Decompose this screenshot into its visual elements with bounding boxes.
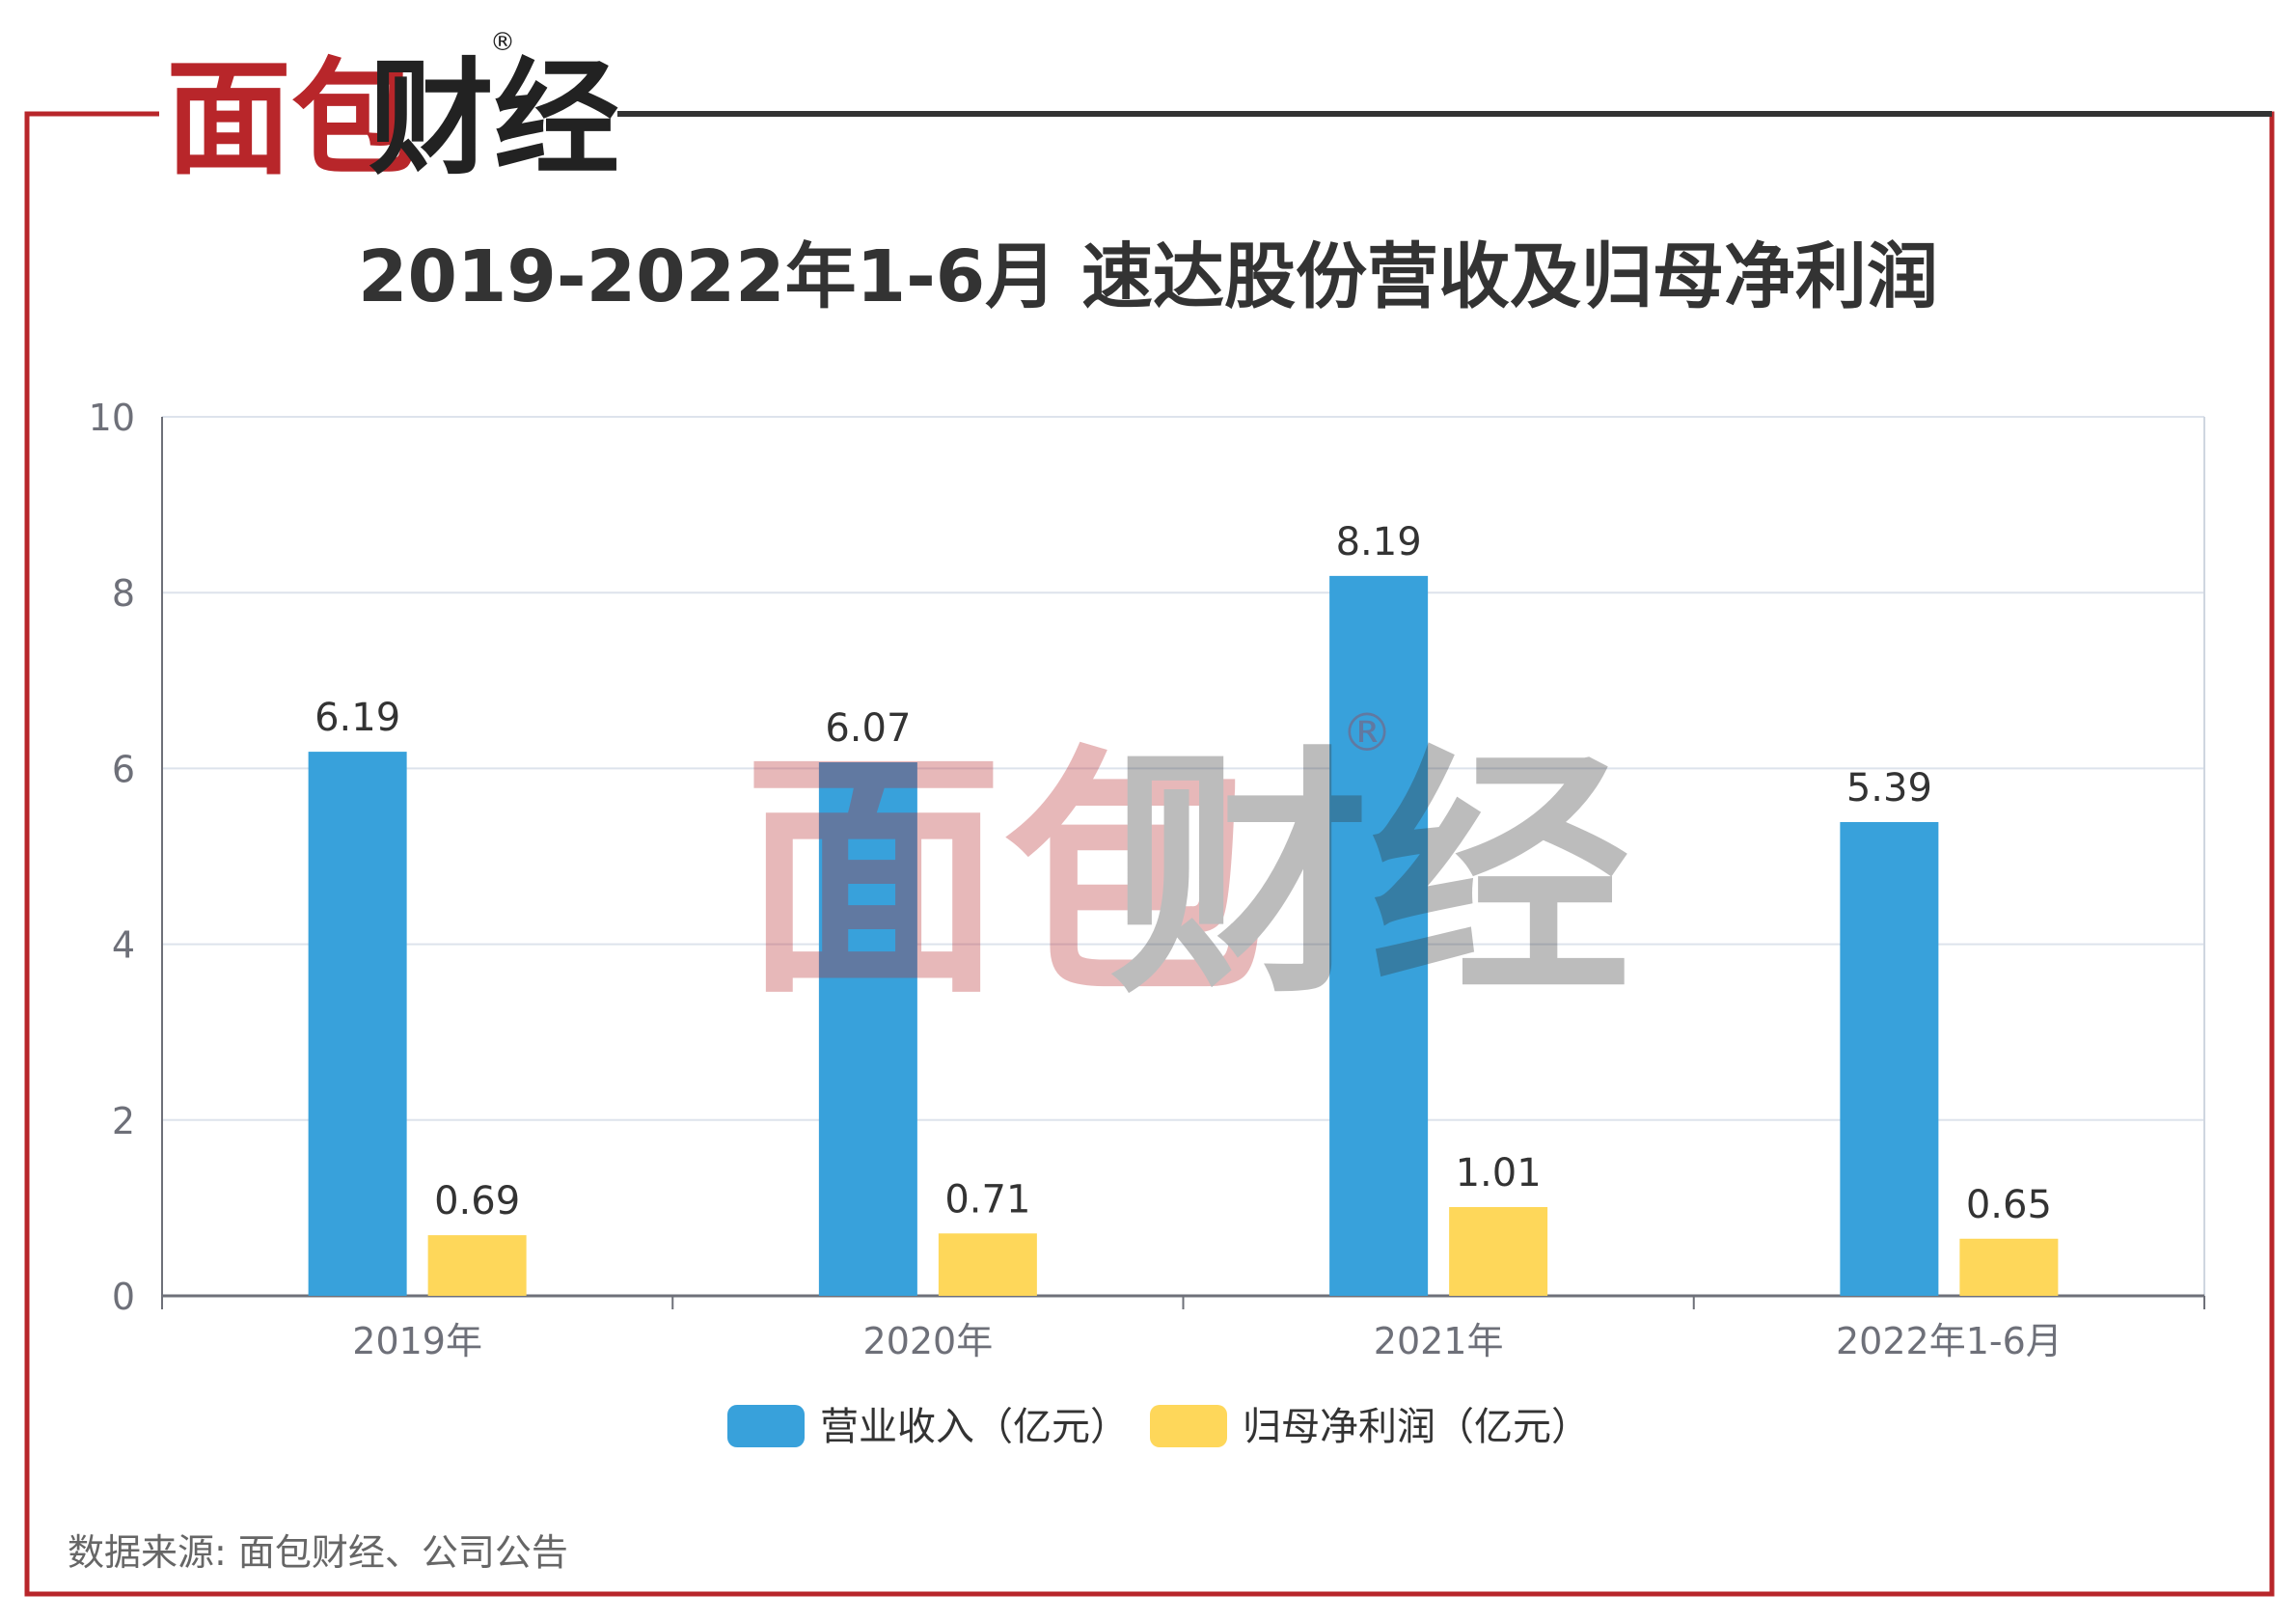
brand-logo: 面包 财经 ® — [166, 28, 619, 192]
bar-revenue — [1840, 821, 1939, 1296]
data-label-revenue: 6.19 — [314, 696, 400, 740]
data-label-profit: 0.69 — [434, 1179, 520, 1223]
bar-profit — [938, 1233, 1037, 1296]
registered-mark: ® — [490, 28, 515, 57]
data-label-revenue: 6.07 — [825, 706, 911, 751]
logo-dark-text: 财经 — [369, 45, 619, 192]
x-tick-label: 2022年1-6月 — [1836, 1320, 2063, 1362]
bar-revenue — [308, 752, 407, 1296]
legend-swatch-profit — [1150, 1405, 1227, 1447]
legend-label-profit: 归母净利润（亿元） — [1243, 1405, 1590, 1449]
legend-swatch-revenue — [727, 1405, 805, 1447]
bar-revenue — [818, 762, 917, 1296]
bar-revenue — [1329, 575, 1429, 1296]
x-tick-label: 2021年 — [1374, 1320, 1504, 1362]
bar-profit — [1959, 1238, 2059, 1296]
watermark-registered: ® — [1341, 702, 1393, 763]
y-tick-label: 4 — [112, 924, 135, 967]
watermark: 面包 财经 ® — [743, 702, 1630, 1029]
logo-red-text: 面包 — [166, 45, 417, 192]
x-tick-label: 2019年 — [352, 1320, 482, 1362]
x-tick-label: 2020年 — [863, 1320, 994, 1362]
y-tick-label: 2 — [112, 1100, 135, 1142]
bar-profit — [1449, 1206, 1548, 1296]
y-tick-label: 10 — [89, 397, 135, 439]
data-label-revenue: 5.39 — [1846, 766, 1932, 810]
bar-profit — [427, 1235, 527, 1296]
data-label-revenue: 8.19 — [1336, 520, 1422, 564]
data-label-profit: 1.01 — [1456, 1151, 1542, 1195]
legend-label-revenue: 营业收入（亿元） — [820, 1405, 1129, 1449]
watermark-dark-text: 财经 — [1109, 725, 1630, 1029]
y-tick-label: 6 — [112, 748, 135, 790]
data-label-profit: 0.71 — [944, 1177, 1030, 1222]
bars — [308, 575, 2059, 1296]
data-label-profit: 0.65 — [1966, 1183, 2052, 1227]
source-note: 数据来源: 面包财经、公司公告 — [68, 1531, 568, 1574]
legend: 营业收入（亿元） 归母净利润（亿元） — [727, 1405, 1590, 1449]
page-frame — [24, 111, 2275, 1597]
chart-title: 2019-2022年1-6月 速达股份营收及归母净利润 — [358, 235, 1938, 318]
data-labels: 6.19 0.69 6.07 0.71 8.19 1.01 5.39 0.65 — [314, 520, 2052, 1227]
y-tick-label: 8 — [112, 572, 135, 615]
y-tick-label: 0 — [112, 1276, 135, 1318]
watermark-red-text: 面包 — [743, 725, 1264, 1029]
